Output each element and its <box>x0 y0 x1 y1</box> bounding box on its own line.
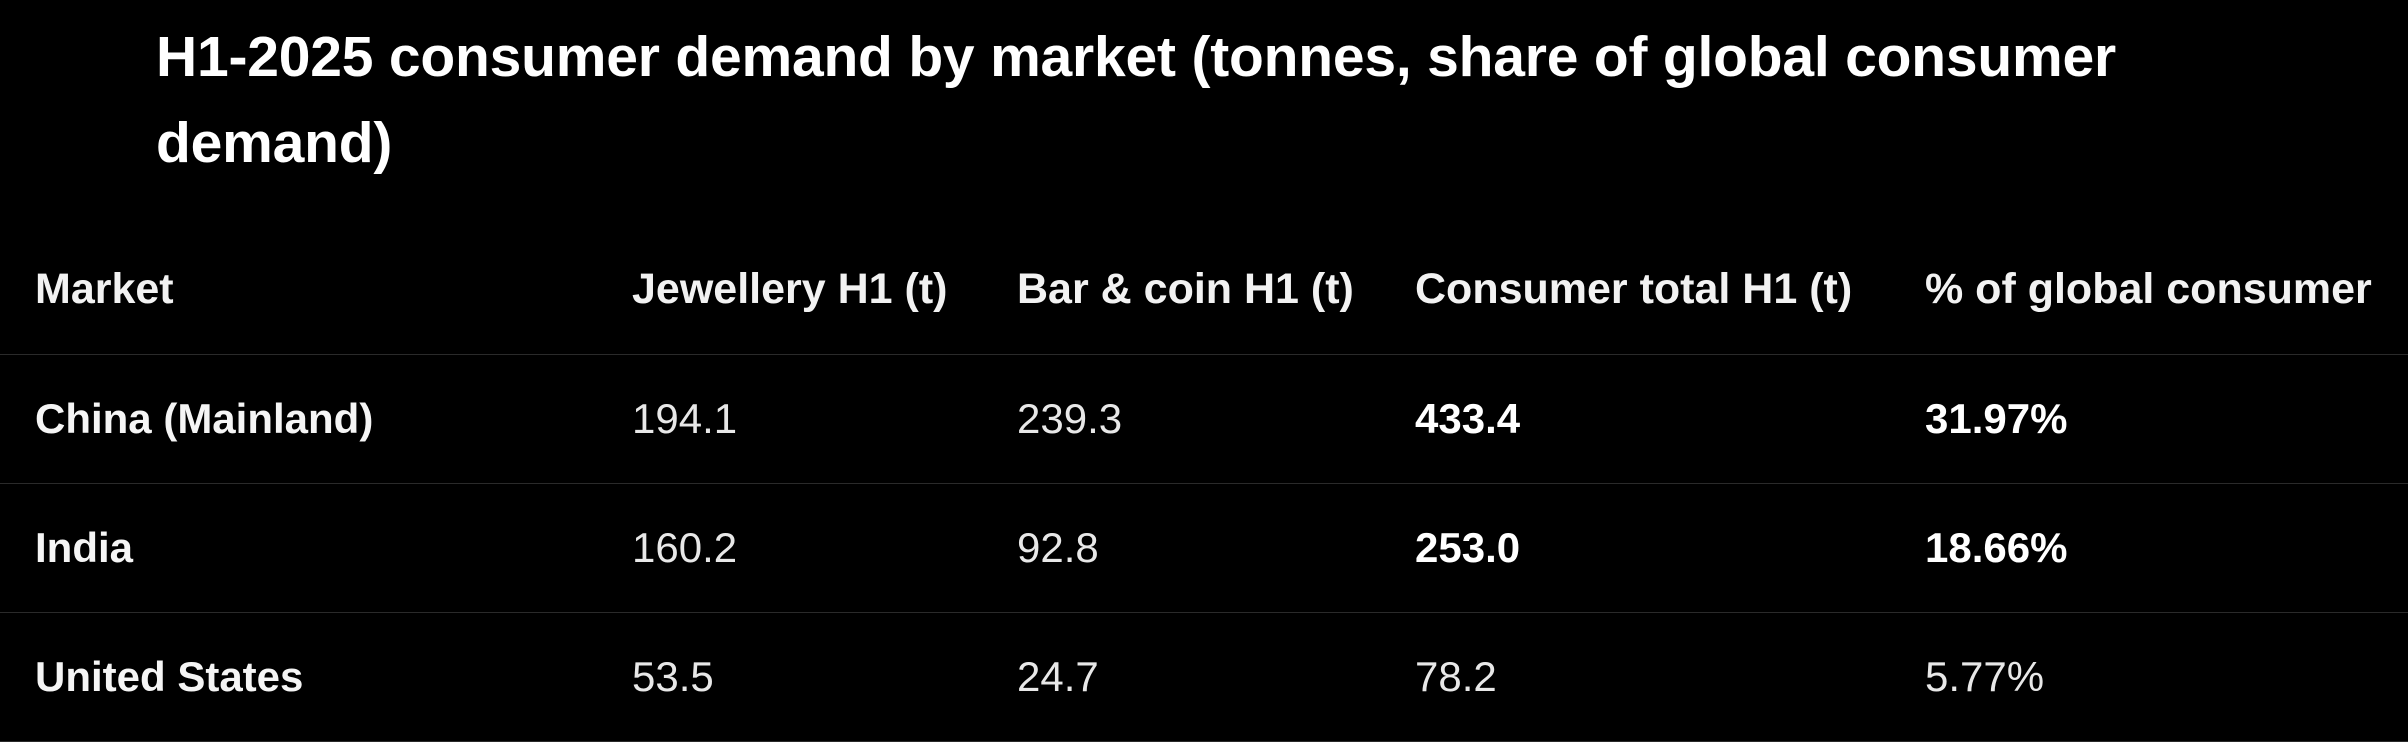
table-row: China (Mainland) 194.1 239.3 433.4 31.97… <box>0 354 2408 484</box>
column-header-bar-coin: Bar & coin H1 (t) <box>1017 224 1415 355</box>
cell-consumer-total: 433.4 <box>1415 354 1925 484</box>
cell-market: United States <box>0 612 632 742</box>
page-title: H1-2025 consumer demand by market (tonne… <box>156 25 2117 175</box>
column-header-global-share: % of global consumer <box>1925 224 2408 355</box>
cell-global-share: 31.97% <box>1925 354 2408 484</box>
consumer-demand-table: Market Jewellery H1 (t) Bar & coin H1 (t… <box>0 224 2408 742</box>
table-header-row: Market Jewellery H1 (t) Bar & coin H1 (t… <box>0 224 2408 355</box>
cell-consumer-total: 78.2 <box>1415 612 1925 742</box>
cell-bar-coin: 92.8 <box>1017 483 1415 613</box>
cell-jewellery: 194.1 <box>632 354 1017 484</box>
column-header-market: Market <box>0 224 632 355</box>
cell-bar-coin: 24.7 <box>1017 612 1415 742</box>
cell-market: China (Mainland) <box>0 354 632 484</box>
cell-consumer-total: 253.0 <box>1415 483 1925 613</box>
cell-bar-coin: 239.3 <box>1017 354 1415 484</box>
cell-market: India <box>0 483 632 613</box>
table-row: United States 53.5 24.7 78.2 5.77% <box>0 612 2408 742</box>
cell-global-share: 18.66% <box>1925 483 2408 613</box>
cell-jewellery: 160.2 <box>632 483 1017 613</box>
column-header-consumer-total: Consumer total H1 (t) <box>1415 224 1925 355</box>
cell-jewellery: 53.5 <box>632 612 1017 742</box>
table-row: India 160.2 92.8 253.0 18.66% <box>0 483 2408 613</box>
column-header-jewellery: Jewellery H1 (t) <box>632 224 1017 355</box>
cell-global-share: 5.77% <box>1925 612 2408 742</box>
